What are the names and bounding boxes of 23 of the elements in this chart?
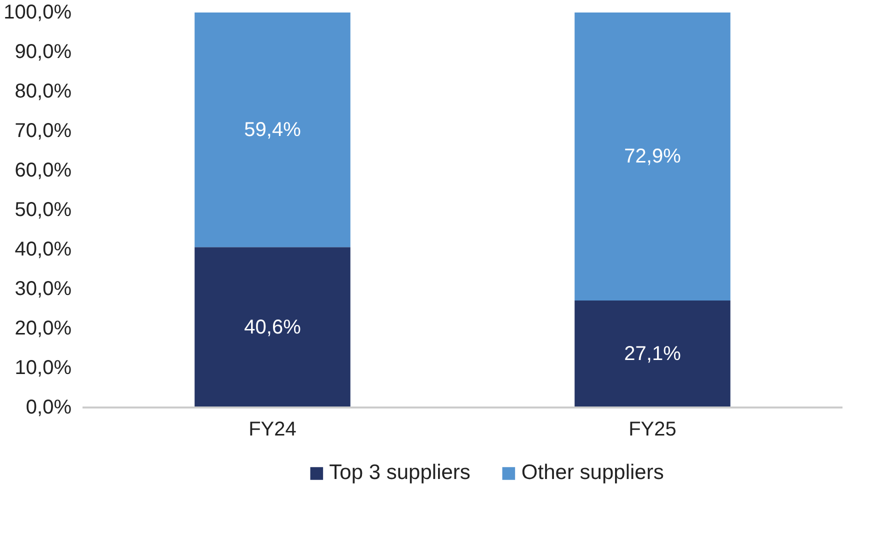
bar	[574, 12, 730, 300]
data-label: 72,9%	[624, 145, 682, 168]
y-tick-label: 50,0%	[14, 199, 72, 221]
y-tick-label: 90,0%	[14, 41, 72, 63]
legend-label: Other suppliers	[521, 461, 664, 485]
bar	[194, 247, 350, 408]
bar	[194, 12, 350, 248]
y-tick-label: 40,0%	[14, 238, 72, 260]
legend-label: Top 3 suppliers	[329, 461, 470, 485]
x-tick-label: FY25	[628, 418, 676, 440]
data-label: 27,1%	[624, 342, 682, 365]
y-tick-label: 30,0%	[14, 278, 72, 300]
x-tick-label: FY24	[248, 418, 296, 440]
data-label: 40,6%	[244, 316, 302, 338]
y-tick-label: 100,0%	[4, 2, 72, 24]
data-label: 59,4%	[244, 118, 302, 141]
y-tick-label: 80,0%	[14, 80, 72, 102]
y-tick-label: 10,0%	[14, 357, 72, 379]
y-tick-label: 70,0%	[14, 120, 72, 142]
y-tick-label: 60,0%	[14, 160, 72, 182]
y-tick-label: 20,0%	[14, 318, 72, 340]
bar	[574, 300, 730, 408]
y-tick-label: 0,0%	[26, 396, 72, 418]
